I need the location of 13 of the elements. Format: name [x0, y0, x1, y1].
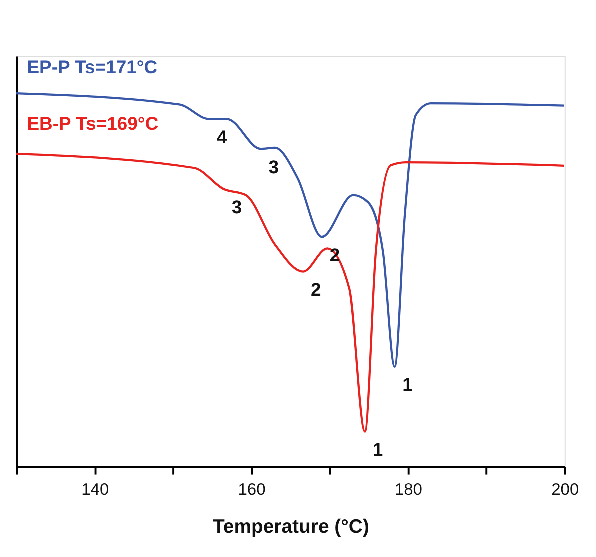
annotation: 1: [402, 374, 413, 396]
annotation: 3: [268, 156, 279, 178]
annotation: 1: [372, 439, 384, 460]
x-tick-label: 140: [82, 480, 110, 500]
series-label: EB-P Ts=169°C: [27, 113, 159, 134]
x-axis-title: Temperature (°C): [212, 516, 370, 538]
x-tick-label: 160: [238, 480, 266, 500]
series-label: EP-P Ts=171°C: [27, 56, 158, 78]
annotation: 2: [311, 279, 322, 300]
annotation: 4: [217, 126, 228, 148]
x-tick-label: 200: [552, 480, 580, 500]
x-tick-label: 180: [394, 480, 422, 500]
annotation: 3: [232, 196, 242, 218]
